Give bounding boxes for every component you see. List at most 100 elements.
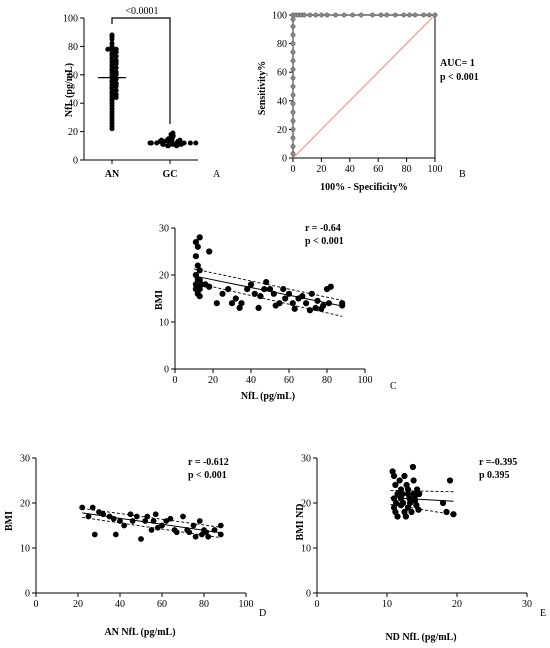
panel-a-point-gc (154, 140, 159, 145)
panel-d-point (218, 523, 224, 529)
panel-b-xtick-label: 0 (291, 164, 296, 175)
panel-d-pvalue: p < 0.001 (188, 470, 227, 481)
panel-a-point-gc (147, 140, 152, 145)
panel-b-roc-point (291, 127, 295, 131)
panel-e-xtick-label: 10 (382, 599, 392, 610)
panel-d-xtick-label: 40 (115, 599, 125, 610)
panel-c-point (261, 286, 267, 292)
panel-e-ytick-label: 10 (301, 544, 311, 555)
panel-b-roc-point (291, 33, 295, 37)
panel-a: NfL (pg/mL) <0.0001 AN GC A 0 20 40 60 80 100 (63, 6, 221, 180)
panel-d-point (180, 514, 186, 520)
panel-a-point-an (110, 126, 115, 131)
panel-c-point (233, 295, 239, 301)
panel-b-ytick-label: 100 (272, 11, 287, 22)
panel-b-ytick-label: 0 (282, 154, 287, 165)
panel-a-ytick-label: 20 (68, 127, 78, 138)
panel-c-xtick-label: 40 (246, 375, 256, 386)
panel-d-point (159, 523, 165, 529)
panel-a-point-gc (193, 140, 198, 145)
panel-c-xtick-label: 100 (358, 375, 373, 386)
panel-d-point (138, 536, 144, 542)
panel-d-point (186, 529, 192, 535)
panel-d-r: r = -0.612 (188, 457, 229, 468)
panel-b-roc-point (291, 119, 295, 123)
panel-c-point (197, 234, 203, 240)
panel-c-point (328, 284, 334, 290)
panel-e-xtick-label: 30 (522, 599, 532, 610)
panel-b-roc-point (291, 41, 295, 45)
panel-d-point (153, 511, 159, 517)
panel-b-xlabel: 100% - Specificity% (320, 182, 408, 193)
panel-e-point (416, 491, 422, 497)
panel-b-roc-point (308, 13, 312, 17)
panel-b-roc-point (350, 13, 354, 17)
panel-e-point (443, 509, 449, 515)
panel-d-ytick-label: 20 (20, 499, 30, 510)
panel-b-roc-point (291, 136, 295, 140)
panel-c-point (195, 244, 201, 250)
panel-a-ytick-label: 40 (68, 99, 78, 110)
panel-d-point (144, 514, 150, 520)
panel-c-point (303, 300, 309, 306)
panel-c-r: r = -0.64 (305, 223, 341, 234)
panel-b-pvalue: p < 0.001 (440, 72, 479, 83)
panel-a-significance-bracket (112, 18, 170, 124)
panel-c-xtick-label: 60 (284, 375, 294, 386)
panel-b-roc-point (291, 144, 295, 148)
panel-c-ytick-label: 30 (159, 224, 169, 235)
panel-a-letter: A (213, 169, 221, 180)
panel-c-point (238, 300, 244, 306)
panel-a-point-gc (188, 140, 193, 145)
panel-b: Sensitivity% 100% - Specificity% AUC= 1 … (257, 11, 479, 194)
panel-c-ci-upper (194, 269, 342, 300)
panel-d-point (79, 505, 85, 511)
panel-b-xtick-label: 40 (345, 164, 355, 175)
panel-e: BMI ND ND NfL (pg/mL) r =-0.395 p 0.395 … (295, 454, 546, 644)
panel-e-ytick-label: 0 (306, 589, 311, 600)
panel-c-point (292, 306, 298, 312)
panel-b-roc-point (407, 13, 411, 17)
panel-b-roc-point (342, 13, 346, 17)
panel-b-roc-point (291, 76, 295, 80)
panel-b-roc-point (291, 110, 295, 114)
panel-b-xtick-label: 80 (402, 164, 412, 175)
panel-b-auc: AUC= 1 (440, 58, 475, 69)
panel-d-xlabel: AN NfL (pg/mL) (104, 627, 175, 638)
panel-c-ytick-label: 10 (159, 318, 169, 329)
panel-d-ytick-label: 0 (25, 589, 30, 600)
panel-a-point-gc (166, 143, 171, 148)
panel-a-point-an (110, 37, 115, 42)
panel-d-point (174, 529, 180, 535)
panel-e-point (408, 509, 414, 515)
panel-b-ytick-label: 80 (277, 39, 287, 50)
panel-b-roc-point (291, 101, 295, 105)
panel-e-xtick-label: 0 (315, 599, 320, 610)
panel-a-ytick-label: 80 (68, 42, 78, 53)
panel-d-ytick-label: 10 (20, 544, 30, 555)
panel-e-point (411, 477, 417, 483)
panel-a-category-an: AN (105, 169, 120, 180)
panel-b-roc-point (314, 13, 318, 17)
panel-b-ylabel: Sensitivity% (257, 61, 268, 115)
panel-b-roc-point (319, 13, 323, 17)
panel-a-category-gc: GC (163, 169, 178, 180)
panel-b-roc-point (433, 13, 437, 17)
panel-c-point (219, 291, 225, 297)
panel-d-ci-upper (82, 508, 221, 527)
panel-b-ytick-label: 60 (277, 68, 287, 79)
panel-c-point (320, 302, 326, 308)
panel-b-letter: B (459, 169, 466, 180)
panel-d-xtick-label: 0 (34, 599, 39, 610)
panel-b-xtick-label: 60 (373, 164, 383, 175)
panel-e-pvalue: p 0.395 (479, 470, 510, 481)
panel-b-roc-point (291, 84, 295, 88)
panel-c-point (214, 300, 220, 306)
panel-a-ytick-label: 100 (63, 14, 78, 25)
panel-d-point (205, 534, 211, 540)
panel-b-roc-point (291, 93, 295, 97)
panel-b-ytick-label: 40 (277, 96, 287, 107)
panel-c-point (206, 248, 212, 254)
panel-b-roc-point (291, 17, 295, 21)
panel-c-ylabel: BMI (154, 290, 165, 310)
